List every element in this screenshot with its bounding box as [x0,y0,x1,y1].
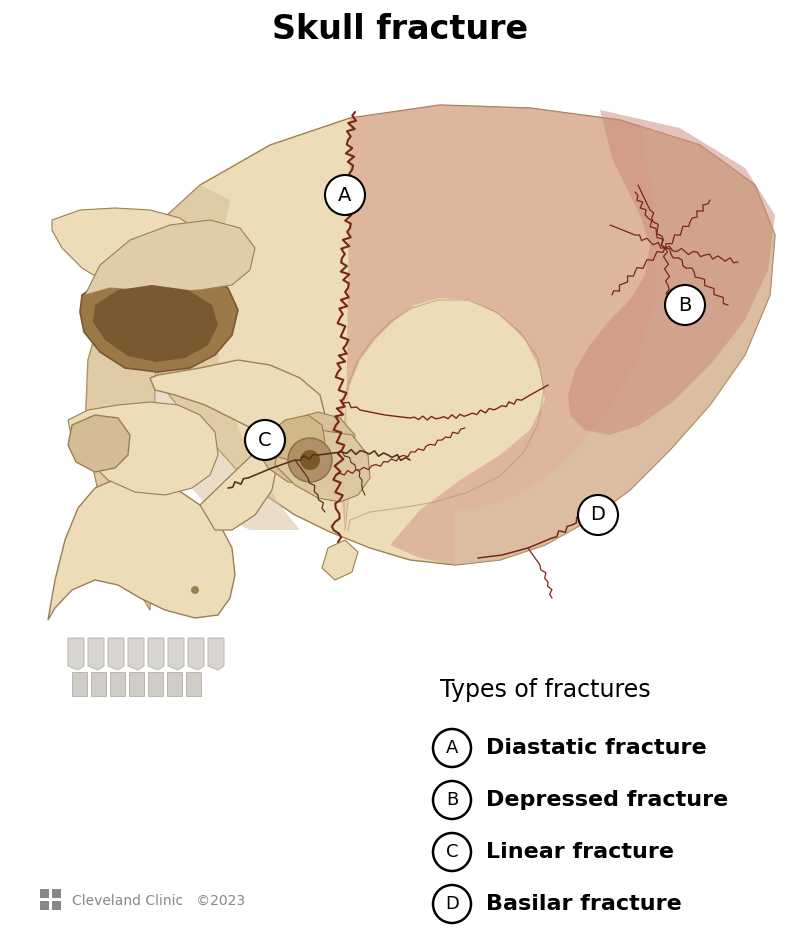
Polygon shape [200,440,278,530]
Circle shape [288,438,332,482]
Polygon shape [128,638,144,670]
Polygon shape [91,672,106,696]
Polygon shape [80,268,238,372]
Polygon shape [68,415,130,472]
Polygon shape [72,672,87,696]
Polygon shape [108,638,124,670]
Polygon shape [168,638,184,670]
Circle shape [433,833,471,871]
Circle shape [433,781,471,819]
Text: Skull fracture: Skull fracture [272,12,528,46]
Polygon shape [208,638,224,670]
Polygon shape [68,638,84,670]
Text: Diastatic fracture: Diastatic fracture [486,738,706,758]
Text: C: C [258,431,272,450]
Polygon shape [85,185,300,610]
Polygon shape [268,415,325,462]
Polygon shape [568,110,775,435]
Text: B: B [678,295,692,314]
Polygon shape [52,208,210,298]
Polygon shape [85,105,775,610]
Polygon shape [88,638,104,670]
Text: D: D [445,895,459,913]
Polygon shape [110,672,125,696]
Polygon shape [148,672,163,696]
Polygon shape [322,540,358,580]
Text: Basilar fracture: Basilar fracture [486,894,682,914]
Polygon shape [258,412,355,485]
Circle shape [191,586,199,594]
Circle shape [665,285,705,325]
Polygon shape [148,638,164,670]
Text: C: C [446,843,458,861]
Polygon shape [68,402,218,495]
Circle shape [433,729,471,767]
Polygon shape [129,672,144,696]
Text: D: D [590,506,606,525]
Text: Cleveland Clinic   ©2023: Cleveland Clinic ©2023 [72,894,245,908]
Bar [40,901,49,910]
Polygon shape [275,430,370,502]
Circle shape [325,175,365,215]
Polygon shape [455,125,775,565]
Bar [52,901,61,910]
Polygon shape [186,672,201,696]
Bar [52,889,61,898]
Polygon shape [188,638,204,670]
Circle shape [245,420,285,460]
Circle shape [433,885,471,923]
Text: A: A [446,739,458,757]
Text: A: A [338,185,352,204]
Circle shape [578,495,618,535]
Circle shape [300,450,320,470]
Polygon shape [85,220,255,295]
Text: Depressed fracture: Depressed fracture [486,790,728,810]
Polygon shape [340,105,775,565]
Polygon shape [167,672,182,696]
Text: Types of fractures: Types of fractures [440,678,650,702]
Bar [40,889,49,898]
Polygon shape [93,285,218,362]
Text: B: B [446,791,458,809]
Polygon shape [48,478,235,620]
Text: Linear fracture: Linear fracture [486,842,674,862]
Polygon shape [150,360,325,440]
